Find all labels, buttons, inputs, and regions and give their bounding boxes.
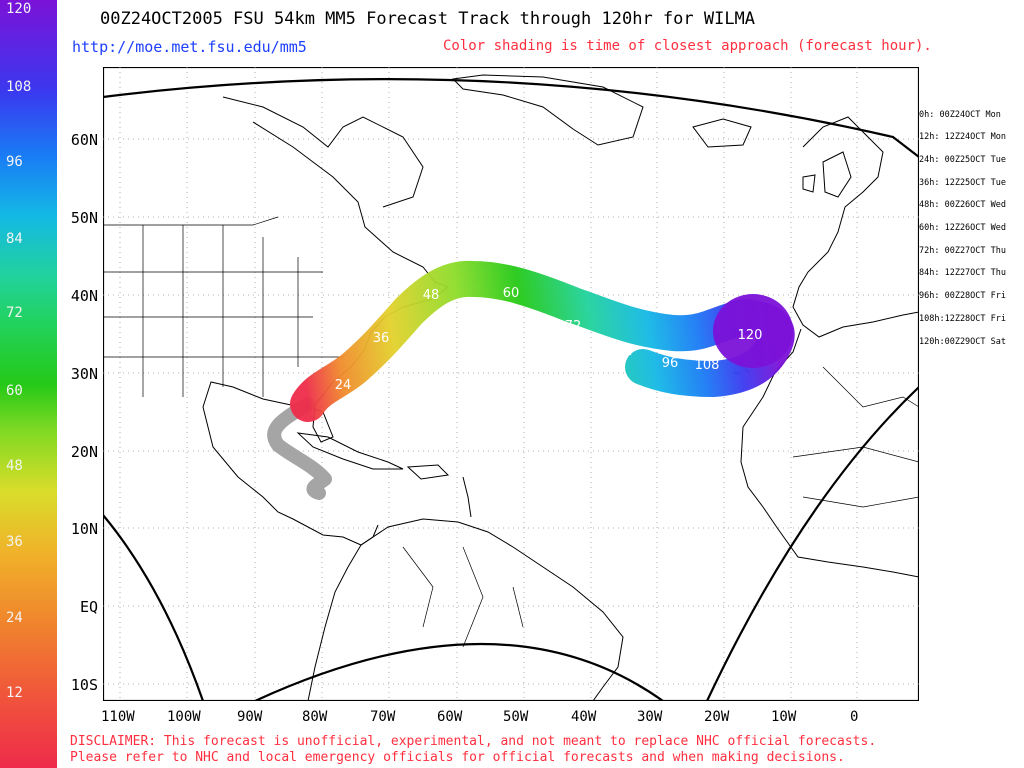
legend-item-72h: 72h: 00Z27OCT Thu (919, 246, 1006, 256)
colorbar-label-108: 108 (6, 79, 32, 95)
lat-label-50n: 50N (70, 209, 98, 227)
iceland-coast (692, 118, 752, 148)
track-label-60: 60 (503, 286, 520, 301)
source-url-link[interactable]: http://moe.met.fsu.edu/mm5 (72, 38, 307, 56)
lat-label-10s: 10S (70, 676, 98, 694)
lon-label-40w: 40W (571, 709, 597, 725)
forecast-track-map: 24 36 48 60 72 84 96 108 120 (103, 67, 919, 701)
chart-title: 00Z24OCT2005 FSU 54km MM5 Forecast Track… (100, 9, 756, 29)
legend-item-36h: 36h: 12Z25OCT Tue (919, 178, 1006, 188)
labrador-coast (222, 96, 424, 208)
legend-item-108h: 108h:12Z28OCT Fri (919, 314, 1006, 324)
lon-label-90w: 90W (237, 709, 263, 725)
lon-label-30w: 30W (637, 709, 663, 725)
hispaniola-coast (406, 464, 450, 480)
track-label-72: 72 (565, 319, 582, 334)
lat-label-eq: EQ (79, 598, 98, 616)
lon-label-20w: 20W (704, 709, 730, 725)
colorbar-label-48: 48 (6, 458, 23, 474)
colorbar-label-24: 24 (6, 610, 23, 626)
map-frame (103, 67, 919, 701)
lon-label-60w: 60W (437, 709, 463, 725)
lat-label-10n: 10N (70, 520, 98, 538)
lon-label-100w: 100W (167, 709, 201, 725)
lon-label-80w: 80W (302, 709, 328, 725)
track-label-108: 108 (695, 358, 720, 373)
track-endpoint-120h (713, 294, 793, 368)
colorbar-label-72: 72 (6, 305, 23, 321)
track-label-24: 24 (335, 378, 352, 393)
colorbar-label-120: 120 (6, 1, 32, 17)
forecast-hour-colorbar: 120 108 96 84 72 60 48 36 24 12 (0, 0, 57, 768)
europe-coast (792, 116, 919, 338)
cuba-coast (296, 432, 404, 470)
lon-label-110w: 110W (101, 709, 135, 725)
coastlines (202, 74, 919, 701)
legend-item-84h: 84h: 12Z27OCT Thu (919, 268, 1006, 278)
track-label-96: 96 (662, 356, 679, 371)
south-america-coast (307, 518, 624, 701)
lat-label-60n: 60N (70, 131, 98, 149)
political-borders (103, 216, 919, 648)
shading-note: Color shading is time of closest approac… (443, 38, 932, 54)
legend-item-0h: 0h: 00Z24OCT Mon (919, 110, 1001, 120)
lat-label-20n: 20N (70, 443, 98, 461)
africa-coast (740, 328, 919, 578)
lon-label-70w: 70W (370, 709, 396, 725)
disclaimer-line-2: Please refer to NHC and local emergency … (70, 750, 845, 765)
domain-boundary (103, 78, 919, 701)
track-label-84: 84 (617, 344, 634, 359)
legend-item-60h: 60h: 12Z26OCT Wed (919, 223, 1006, 233)
past-track (267, 397, 332, 500)
legend-item-120h: 120h:00Z29OCT Sat (919, 337, 1006, 347)
colorbar-label-60: 60 (6, 383, 23, 399)
colorbar-label-96: 96 (6, 154, 23, 170)
lesser-antilles (462, 476, 472, 518)
track-label-36: 36 (373, 331, 390, 346)
colorbar-label-84: 84 (6, 231, 23, 247)
colorbar-label-36: 36 (6, 534, 23, 550)
legend-item-24h: 24h: 00Z25OCT Tue (919, 155, 1006, 165)
track-label-120: 120 (738, 328, 763, 343)
lat-label-30n: 30N (70, 365, 98, 383)
lat-label-40n: 40N (70, 287, 98, 305)
track-label-48: 48 (423, 288, 440, 303)
lon-label-50w: 50W (503, 709, 529, 725)
lat-lon-grid (103, 67, 919, 701)
disclaimer-line-1: DISCLAIMER: This forecast is unofficial,… (70, 734, 877, 749)
legend-item-12h: 12h: 12Z24OCT Mon (919, 132, 1006, 142)
legend-item-48h: 48h: 00Z26OCT Wed (919, 200, 1006, 210)
british-isles (802, 151, 852, 198)
lon-label-0: 0 (850, 709, 859, 725)
lon-label-10w: 10W (771, 709, 797, 725)
north-america-coast (202, 121, 449, 546)
legend-item-96h: 96h: 00Z28OCT Fri (919, 291, 1006, 301)
greenland-coast (451, 74, 644, 146)
colorbar-label-12: 12 (6, 685, 23, 701)
